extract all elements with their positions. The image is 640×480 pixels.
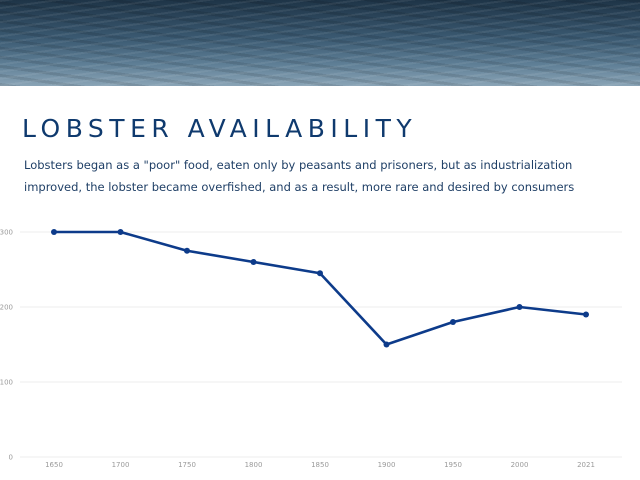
series-line <box>52 230 588 346</box>
x-tick-label: 1650 <box>45 461 63 469</box>
data-point-1900 <box>383 341 390 348</box>
y-tick-label: 200 <box>0 304 13 312</box>
data-point-1700 <box>117 229 124 235</box>
series-layer <box>51 229 589 348</box>
x-tick-label: 2021 <box>577 461 595 469</box>
x-tick-label: 1800 <box>245 461 263 469</box>
data-point-1950 <box>450 319 456 325</box>
grid-lines <box>20 231 622 458</box>
line-chart: 0 100 200 300 1650 1700 1750 1800 1850 1900 1950 2… <box>0 229 622 469</box>
y-tick-label: 0 <box>9 454 13 462</box>
x-tick-label: 1900 <box>378 461 396 469</box>
data-point-1800 <box>250 259 257 265</box>
y-tick-label: 100 <box>0 379 13 387</box>
data-point-1750 <box>184 247 190 254</box>
page-subtitle: Lobsters began as a "poor" food, eaten o… <box>24 158 575 194</box>
data-point-1650 <box>51 229 57 235</box>
x-tick-label: 1850 <box>311 461 329 469</box>
x-tick-label: 1750 <box>178 461 196 469</box>
data-point-1850 <box>317 270 323 277</box>
ocean-banner-image <box>0 0 640 86</box>
x-tick-label: 1700 <box>112 461 130 469</box>
y-axis-ticks: 0 100 200 300 <box>0 229 13 462</box>
data-point-2000 <box>516 304 523 310</box>
x-tick-label: 1950 <box>444 461 462 469</box>
data-point-2021 <box>583 311 589 318</box>
page-title: LOBSTER AVAILABILITY <box>22 114 418 143</box>
y-tick-label: 300 <box>0 229 13 237</box>
x-tick-label: 2000 <box>511 461 529 469</box>
x-axis-ticks: 1650 1700 1750 1800 1850 1900 1950 2000 2021 <box>45 461 595 469</box>
